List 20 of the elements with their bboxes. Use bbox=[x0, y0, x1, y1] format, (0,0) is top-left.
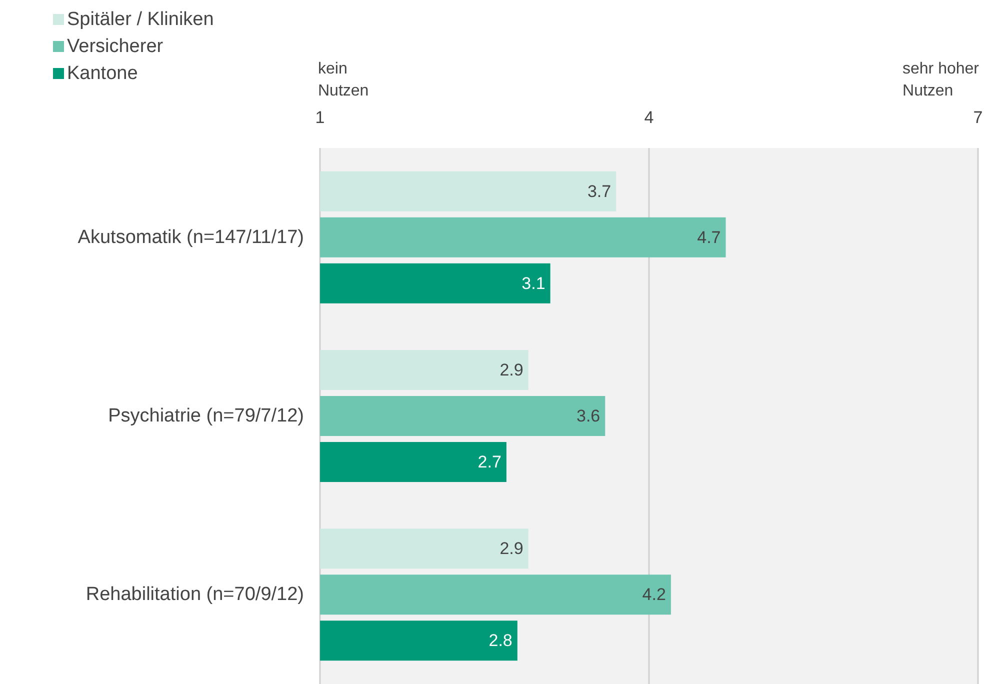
data-label: 3.6 bbox=[576, 406, 600, 426]
x-tick-label: 1 bbox=[315, 108, 325, 127]
data-label: 2.9 bbox=[500, 539, 524, 558]
text: kein Nutzen bbox=[318, 60, 369, 100]
data-label: 3.7 bbox=[587, 182, 612, 201]
legend-label: Versicherer bbox=[67, 36, 164, 57]
x-tick-label: 7 bbox=[973, 108, 983, 127]
data-label: 4.2 bbox=[642, 585, 666, 604]
x-tick-label: 4 bbox=[644, 108, 654, 127]
data-label: 2.7 bbox=[478, 452, 502, 472]
y-tick-label: Rehabilitation (n=70/9/12) bbox=[86, 584, 304, 606]
data-label: 2.9 bbox=[500, 360, 524, 380]
data-label: 3.1 bbox=[522, 274, 546, 293]
legend-label: Spitäler / Kliniken bbox=[67, 9, 214, 30]
legend-label: Kantone bbox=[67, 63, 138, 84]
data-label: 2.8 bbox=[488, 631, 512, 650]
text: sehr hoher Nutzen bbox=[902, 60, 980, 100]
y-tick-label: Akutsomatik (n=147/11/17) bbox=[78, 226, 304, 248]
y-tick-label: Psychiatrie (n=79/7/12) bbox=[108, 406, 304, 426]
data-label: 4.7 bbox=[697, 228, 721, 247]
